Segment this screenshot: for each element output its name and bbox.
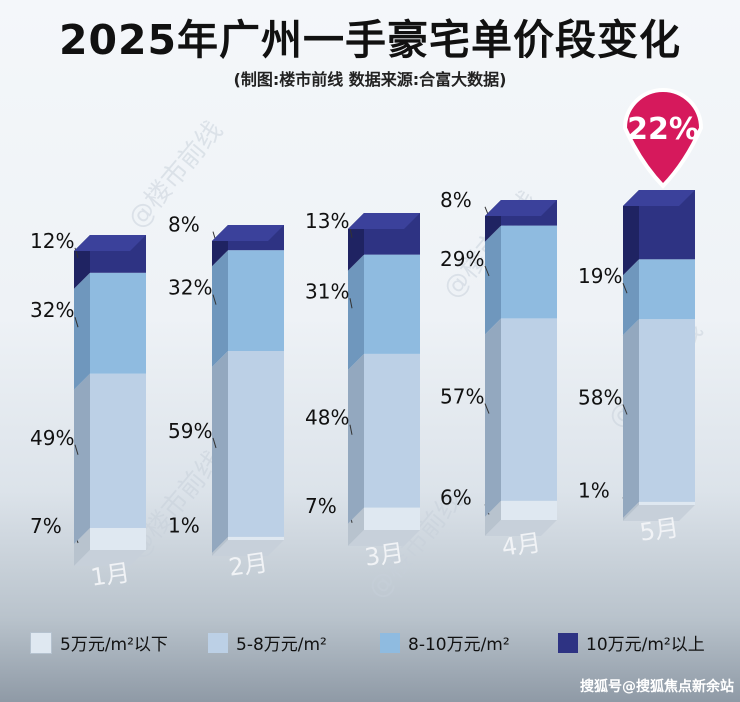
month-label: 4月 <box>500 528 543 561</box>
bar-base <box>348 530 420 546</box>
bar-segment <box>364 353 420 508</box>
leader-line <box>349 227 353 238</box>
bar-segment-side <box>212 250 228 367</box>
data-label: 32% <box>30 298 74 322</box>
leader-line <box>622 283 628 294</box>
leader-line <box>349 298 353 309</box>
subtitle: (制图:楼市前线 数据来源:合富大数据) <box>233 70 507 89</box>
data-label: 29% <box>440 247 484 271</box>
bar-base <box>74 550 146 566</box>
bar-segment-side <box>623 501 639 521</box>
data-label: 49% <box>30 426 74 450</box>
bar-top <box>348 213 420 229</box>
bar-segment-side <box>348 254 364 370</box>
bar-segment-side <box>623 259 639 336</box>
legend-swatch <box>380 632 400 653</box>
data-label: 12% <box>30 229 74 253</box>
bar-segment <box>501 318 557 501</box>
month-label: 3月 <box>363 538 406 571</box>
bar-segment-side <box>74 527 90 566</box>
bar-top <box>212 225 284 241</box>
month-label: 2月 <box>227 548 270 581</box>
bar-segment-side <box>485 225 501 335</box>
highlight-badge-label: 22% <box>627 112 699 147</box>
bar-top <box>74 235 146 251</box>
bar-segment <box>639 319 695 502</box>
data-label: 59% <box>168 419 212 443</box>
legend-swatch <box>208 632 228 653</box>
bar-segment-side <box>74 272 90 390</box>
bar-segment-side <box>485 318 501 517</box>
data-label: 7% <box>30 514 62 538</box>
data-label: 57% <box>440 385 484 409</box>
bar-segment <box>228 536 284 540</box>
leader-line <box>484 403 490 414</box>
legend-swatch <box>558 632 578 653</box>
legend-label: 10万元/m²以上 <box>586 635 705 655</box>
leader-line <box>74 317 79 328</box>
month-label: 1月 <box>89 558 132 591</box>
legend-swatch <box>30 631 52 654</box>
bar-segment-side <box>212 536 228 556</box>
bar-base <box>212 540 284 556</box>
bar-segment <box>364 507 420 530</box>
source-watermark: 搜狐号@搜狐焦点新余站 <box>580 679 734 695</box>
legend-item-8-10: 8-10万元/m² <box>380 630 510 655</box>
highlight-badge <box>622 88 704 189</box>
legend-label: 5-8万元/m² <box>236 635 327 655</box>
bar-base <box>623 505 695 521</box>
data-label: 48% <box>305 406 349 430</box>
legend: 5万元/m²以下 5-8万元/m² 8-10万元/m² 10万元/m²以上 <box>0 630 740 662</box>
bar-segment <box>90 527 146 550</box>
leader-line <box>212 294 217 305</box>
legend-item-under-5: 5万元/m²以下 <box>30 630 168 655</box>
bar-segment <box>90 373 146 528</box>
data-label: 31% <box>305 279 349 303</box>
data-label: 32% <box>168 276 212 300</box>
leader-line <box>212 437 217 449</box>
data-label: 8% <box>440 188 472 212</box>
bar-segment <box>501 225 557 319</box>
legend-label: 5万元/m²以下 <box>60 635 168 655</box>
data-label: 1% <box>168 513 200 537</box>
legend-item-5-8: 5-8万元/m² <box>208 630 327 655</box>
leader-line <box>74 444 79 455</box>
leader-line <box>622 404 628 415</box>
bar-segment <box>639 259 695 320</box>
data-label: 6% <box>440 485 472 509</box>
bar-segment-side <box>623 190 639 276</box>
bar-segment-side <box>74 373 90 544</box>
bar-segment-side <box>212 351 228 553</box>
bar-top <box>623 190 695 206</box>
data-label: 13% <box>305 209 349 233</box>
data-label: 19% <box>578 264 622 288</box>
leader-line <box>349 424 353 435</box>
bar-segment <box>364 254 420 354</box>
month-label: 5月 <box>638 513 681 546</box>
legend-label: 8-10万元/m² <box>408 635 510 655</box>
bar-segment-side <box>348 353 364 524</box>
page-title: 2025年广州一手豪宅单价段变化 <box>58 16 682 64</box>
legend-item-over-10: 10万元/m²以上 <box>558 630 705 655</box>
bar-segment-side <box>348 507 364 546</box>
bar-segment <box>228 250 284 351</box>
bar-segment-side <box>485 500 501 536</box>
leader-line <box>484 265 490 277</box>
bar-top <box>485 200 557 216</box>
data-label: 58% <box>578 386 622 410</box>
bar-segment <box>639 501 695 505</box>
data-label: 1% <box>578 478 610 502</box>
bar-base <box>485 520 557 536</box>
data-label: 7% <box>305 494 337 518</box>
bar-segment <box>501 500 557 520</box>
bar-segment <box>228 351 284 537</box>
data-label: 8% <box>168 213 200 237</box>
bar-segment <box>90 272 146 374</box>
bar-segment-side <box>623 319 639 518</box>
